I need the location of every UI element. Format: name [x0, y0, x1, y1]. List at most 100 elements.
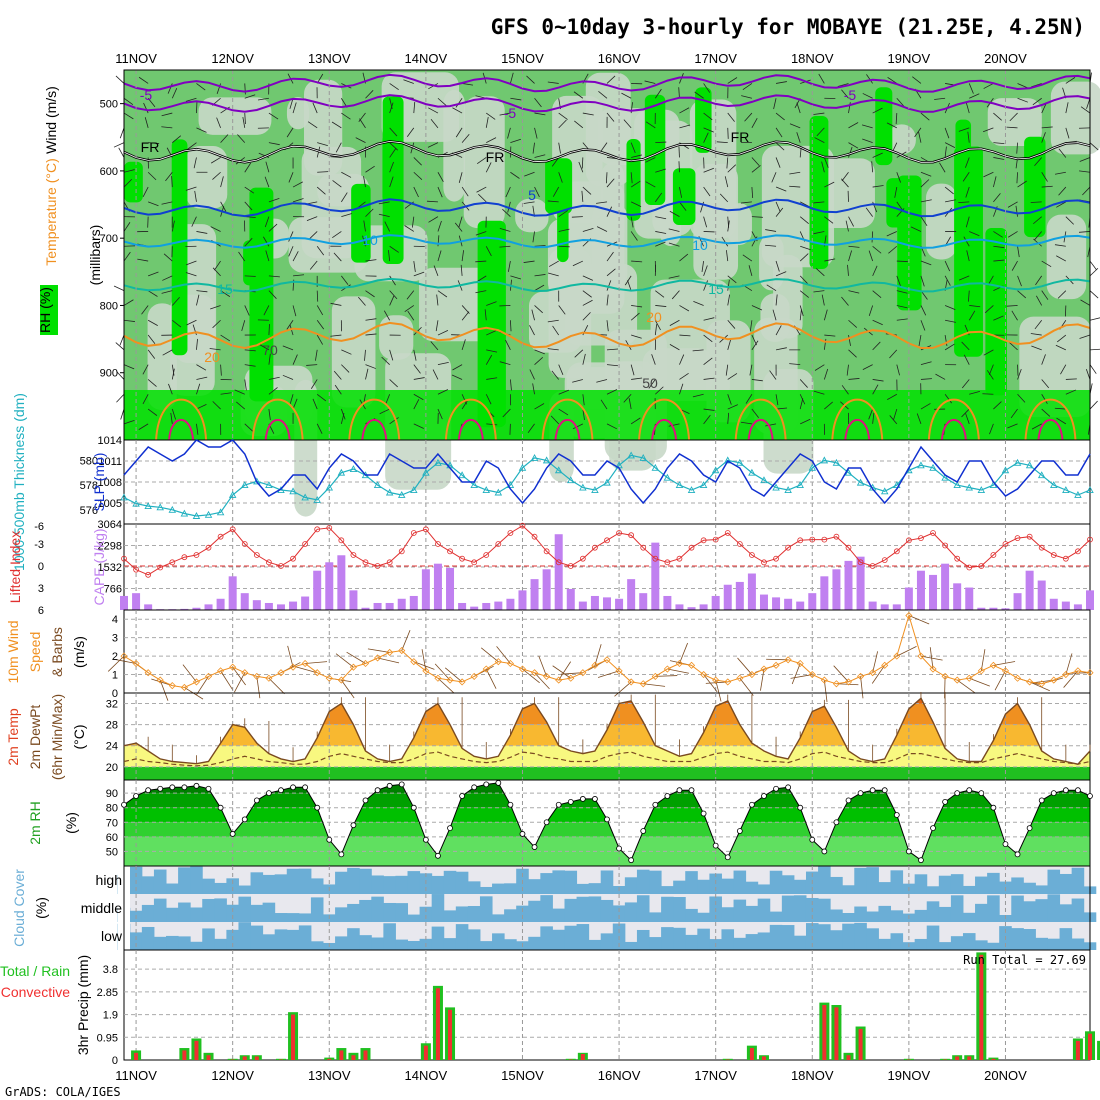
wind-barb — [437, 250, 442, 262]
wind-barb — [119, 334, 125, 346]
cloud-cover-bar — [443, 870, 457, 894]
wind-barb — [888, 245, 898, 254]
wind-barb — [631, 154, 642, 158]
wind-barb — [437, 362, 449, 366]
wind-barb — [288, 172, 294, 183]
cloud-cover-bar — [962, 912, 976, 922]
wind-barb — [815, 268, 825, 277]
wind-barb — [679, 186, 683, 198]
y-tick-label: 80 — [106, 803, 118, 815]
wind-barb — [813, 231, 825, 235]
cloud-cover-bar — [950, 936, 964, 950]
wind-barb — [654, 324, 658, 336]
wind-barb — [965, 413, 970, 424]
rh-point — [217, 804, 224, 811]
wind-barb-10m — [496, 646, 511, 664]
cloud-cover-bar — [950, 874, 964, 894]
y-tick-label: 6 — [38, 605, 44, 617]
wind-barb — [799, 309, 802, 321]
wind-barb — [848, 216, 854, 227]
li-point — [579, 555, 586, 562]
wind-barb — [630, 312, 640, 321]
wind-barb-10m — [444, 667, 463, 683]
thickness-line — [123, 454, 1091, 517]
wind-barb — [703, 186, 711, 197]
wind-speed-point — [844, 678, 853, 686]
li-point — [905, 537, 912, 544]
rh-fill-band — [124, 822, 1090, 837]
wind-barb — [630, 142, 636, 153]
wind-barb — [507, 260, 511, 272]
wind-barb — [813, 112, 825, 115]
wind-barb — [606, 320, 609, 332]
wind-barb — [196, 294, 200, 306]
wind-barb — [871, 161, 874, 173]
wind-barb — [887, 77, 898, 84]
wind-barb — [845, 220, 849, 232]
contour-25c-loop — [1024, 398, 1077, 441]
wind-barb — [238, 251, 246, 262]
wind-barb — [1015, 205, 1018, 217]
wind-barb — [316, 186, 326, 195]
wind-barb-10m — [944, 676, 946, 699]
wind-barb — [982, 393, 994, 395]
cloud-cover-bar — [455, 924, 469, 950]
wind-barb — [413, 393, 424, 401]
wind-barb — [651, 354, 656, 365]
cloud-cover-bar — [359, 868, 372, 894]
wind-barb — [460, 264, 463, 276]
wind-barb-10m — [480, 647, 499, 662]
wind-barb-10m — [234, 672, 246, 693]
wind-barb — [669, 319, 680, 326]
thickness-point — [325, 483, 334, 491]
wind-barb — [655, 168, 666, 173]
wind-speed-point — [265, 674, 273, 682]
rh-point — [736, 828, 743, 834]
wind-barb — [123, 251, 131, 262]
wind-barb — [171, 88, 178, 99]
wind-barb — [534, 274, 546, 277]
rh-moist-column — [351, 183, 371, 263]
date-label-bottom: 19NOV — [888, 1068, 931, 1083]
wind-barb — [257, 97, 269, 101]
wind-barb — [581, 190, 584, 202]
thickness-point — [663, 473, 672, 481]
precip-panel: Run Total = 27.693.82.851.90.950 — [97, 949, 1100, 1067]
cloud-cover-bar — [359, 899, 372, 922]
precip-convective-bar — [339, 1050, 344, 1060]
precip-convective-bar — [991, 1058, 996, 1060]
wind-barb — [823, 368, 829, 380]
rh-point — [193, 782, 200, 789]
cloud-cover-bar — [818, 866, 831, 894]
cape-bar — [373, 602, 382, 610]
cloud-cover-bar — [733, 899, 747, 922]
wind-barb — [727, 112, 735, 122]
wind-barb — [263, 305, 270, 316]
cape-bar — [820, 576, 829, 610]
cloud-cover-bar — [166, 907, 179, 922]
wind-barb — [244, 275, 256, 277]
cloud-cover-bar — [661, 927, 674, 950]
wind-barb — [912, 76, 922, 84]
cloud-cover-bar — [866, 911, 879, 922]
wind-barb — [499, 112, 511, 116]
wind-barb — [1017, 97, 1028, 103]
wind-barb — [1041, 126, 1053, 129]
contour-30c-loop — [457, 419, 484, 441]
wind-barb — [378, 213, 390, 218]
wind-barb — [191, 216, 197, 227]
wind-barb — [358, 296, 366, 306]
wind-barb — [846, 364, 849, 376]
thickness-point — [880, 487, 889, 495]
wind-barb — [478, 193, 487, 203]
wind-barb — [333, 370, 342, 380]
wind-barb — [751, 165, 761, 173]
wind-barb — [703, 414, 711, 425]
wind-barb — [1056, 417, 1067, 425]
wind-barb — [724, 176, 729, 188]
wind-barb — [510, 138, 521, 144]
precip-total-bar — [1097, 1040, 1100, 1060]
wind-barb — [413, 423, 424, 429]
wind-barb — [435, 320, 439, 332]
